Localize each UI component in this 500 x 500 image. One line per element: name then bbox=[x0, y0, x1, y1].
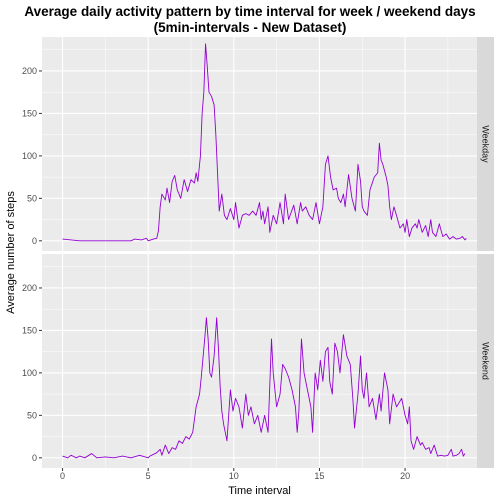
facet-panel-weekday: 0 50 100 150 200 Weekday bbox=[22, 37, 494, 251]
x-axis: 0 5 10 15 20 bbox=[60, 468, 410, 481]
y-tick-label: 0 bbox=[32, 236, 37, 246]
y-tick-label: 0 bbox=[32, 453, 37, 463]
facet-strip-label: Weekday bbox=[481, 125, 491, 163]
x-tick-label: 5 bbox=[146, 471, 151, 481]
y-tick-label: 200 bbox=[22, 66, 37, 76]
chart-title-line-2: (5min-intervals - New Dataset) bbox=[153, 20, 347, 35]
x-tick-label: 10 bbox=[229, 471, 239, 481]
y-tick-label: 100 bbox=[22, 368, 37, 378]
x-tick-label: 15 bbox=[314, 471, 324, 481]
facet-strip bbox=[477, 254, 494, 468]
x-tick-label: 20 bbox=[400, 471, 410, 481]
chart-title-line-1: Average daily activity pattern by time i… bbox=[24, 4, 476, 19]
facet-strip-label: Weekend bbox=[481, 342, 491, 380]
x-tick-label: 0 bbox=[60, 471, 65, 481]
y-tick-label: 50 bbox=[27, 193, 37, 203]
y-tick-label: 150 bbox=[22, 325, 37, 335]
series-line-weekend bbox=[62, 317, 466, 459]
y-axis-title: Average number of steps bbox=[5, 191, 17, 314]
y-tick-label: 150 bbox=[22, 108, 37, 118]
chart-title: Average daily activity pattern by time i… bbox=[0, 4, 500, 36]
panel-background bbox=[42, 254, 477, 468]
panel-background bbox=[42, 37, 477, 251]
series-line-weekday bbox=[62, 43, 467, 242]
facet-panel-weekend: 0 50 100 150 200 Weekend bbox=[22, 254, 494, 468]
facet-strip bbox=[477, 37, 494, 251]
y-tick-label: 50 bbox=[27, 410, 37, 420]
y-tick-label: 200 bbox=[22, 283, 37, 293]
y-tick-label: 100 bbox=[22, 151, 37, 161]
x-axis-title: Time interval bbox=[228, 485, 291, 497]
